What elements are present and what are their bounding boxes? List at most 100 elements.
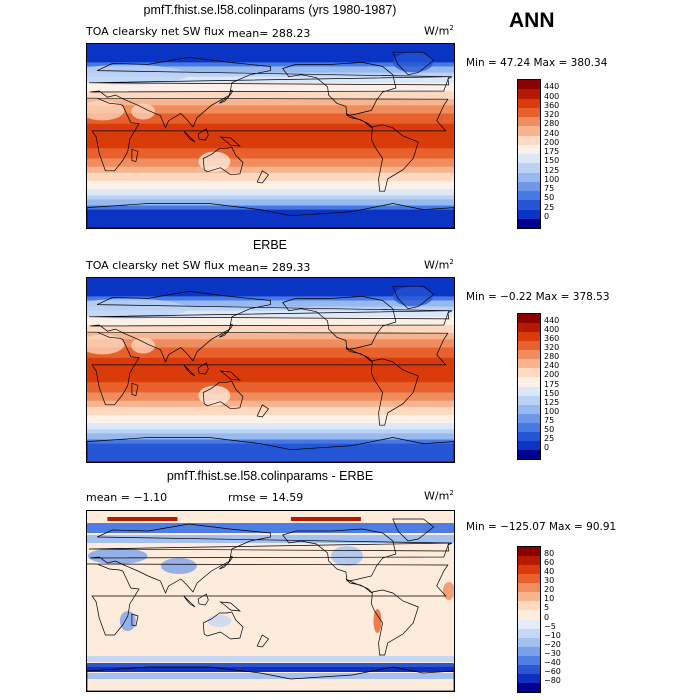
field-band xyxy=(87,318,454,322)
panel-2-map-field xyxy=(87,278,454,462)
coastline xyxy=(219,601,241,612)
coastline xyxy=(202,611,244,640)
colorbar-tick-label: 50 xyxy=(544,424,555,434)
colorbar-tick-label: −5 xyxy=(544,621,556,631)
panel-2-title: ERBE xyxy=(252,238,288,252)
field-band xyxy=(87,176,454,180)
land-patch xyxy=(373,609,382,633)
colorbar-tick-label: 440 xyxy=(544,316,560,326)
field-band xyxy=(87,656,454,662)
coastline xyxy=(183,364,196,377)
field-band xyxy=(87,197,454,200)
land-patch xyxy=(131,337,156,354)
field-bands xyxy=(87,44,454,228)
season-label: ANN xyxy=(509,9,555,32)
land-patch xyxy=(87,64,188,85)
coastline xyxy=(88,310,453,320)
colorbar-swatch xyxy=(518,135,540,145)
land-patch xyxy=(87,334,125,355)
field-band xyxy=(87,80,454,84)
field-band xyxy=(87,50,454,53)
colorbar-swatch xyxy=(518,332,540,342)
colorbar-tick-label: 440 xyxy=(544,82,560,92)
field-band xyxy=(87,402,454,406)
coastline xyxy=(197,128,209,141)
field-band xyxy=(87,535,454,543)
field-band xyxy=(87,95,454,98)
colorbar-swatch xyxy=(518,386,540,396)
field-band xyxy=(87,341,454,345)
field-band xyxy=(87,361,454,365)
field-band xyxy=(87,425,454,428)
colorbar-tick-label: 175 xyxy=(544,147,560,156)
field-band xyxy=(87,195,454,198)
coastline xyxy=(90,290,450,363)
colorbar-tick-label: 100 xyxy=(544,174,560,184)
colorbar-tick-label: 150 xyxy=(544,156,560,166)
land-patch xyxy=(393,52,434,73)
colorbar-tick-label: 25 xyxy=(544,202,555,212)
colorbar-swatch xyxy=(518,592,540,602)
colorbar-swatch xyxy=(518,314,540,324)
colorbar-swatch xyxy=(518,191,540,201)
field-band xyxy=(87,125,454,129)
panel-2-colorbar xyxy=(517,313,541,460)
panel-3-minmax: Min = −125.07 Max = 90.91 xyxy=(466,521,617,533)
panel-3-map-field xyxy=(87,511,454,691)
field-band xyxy=(87,86,454,90)
coastline xyxy=(87,666,454,691)
coastline xyxy=(202,380,244,410)
field-band xyxy=(87,203,454,207)
field-band xyxy=(87,380,454,383)
colorbar-tick-label: 20 xyxy=(544,585,555,595)
colorbar-tick-label: 60 xyxy=(544,558,555,568)
field-band xyxy=(87,205,454,209)
field-band xyxy=(87,44,454,47)
panel-1-title: pmfT.fhist.se.l58.colinparams (yrs 1980-… xyxy=(143,3,397,17)
colorbar-swatch xyxy=(518,449,540,459)
field-band xyxy=(87,451,454,455)
colorbar-tick-label: 240 xyxy=(544,361,560,371)
field-band xyxy=(87,156,454,160)
field-band xyxy=(87,158,454,162)
colorbar-tick-label: −10 xyxy=(544,630,561,640)
colorbar-swatch xyxy=(518,126,540,136)
colorbar-tick-label: 75 xyxy=(544,184,555,193)
field-band xyxy=(87,146,454,149)
coastline xyxy=(371,589,419,656)
colorbar-tick-label: 40 xyxy=(544,567,555,577)
colorbar-tick-label: 150 xyxy=(544,388,560,398)
field-band xyxy=(87,394,454,398)
field-band xyxy=(87,437,454,441)
field-band xyxy=(87,445,454,449)
field-band xyxy=(87,290,454,293)
field-band xyxy=(87,62,454,66)
colorbar-tick-label: 75 xyxy=(544,415,555,425)
coastline xyxy=(197,362,209,375)
colorbar-swatch xyxy=(518,610,540,620)
coastline xyxy=(183,595,196,608)
colorbar-tick-label: 0 xyxy=(544,442,550,452)
field-band xyxy=(87,127,454,131)
field-band xyxy=(87,433,454,437)
field-band xyxy=(87,327,454,330)
colorbar-tick-label: −30 xyxy=(544,648,561,658)
field-band xyxy=(87,439,454,443)
field-band xyxy=(87,193,454,196)
field-band xyxy=(87,119,454,123)
field-band xyxy=(87,359,454,363)
coastline xyxy=(87,331,449,406)
field-band xyxy=(87,388,454,392)
field-band xyxy=(87,288,454,291)
field-band xyxy=(87,54,454,57)
field-band xyxy=(87,459,454,462)
field-band xyxy=(87,150,454,153)
field-band xyxy=(87,286,454,289)
field-band xyxy=(87,429,454,432)
colorbar-swatch xyxy=(518,89,540,99)
field-band xyxy=(87,154,454,158)
panel-1-mean: mean= 288.23 xyxy=(228,27,311,40)
colorbar-tick-label: −60 xyxy=(544,666,561,676)
land-patch xyxy=(87,298,188,319)
field-band xyxy=(87,162,454,166)
